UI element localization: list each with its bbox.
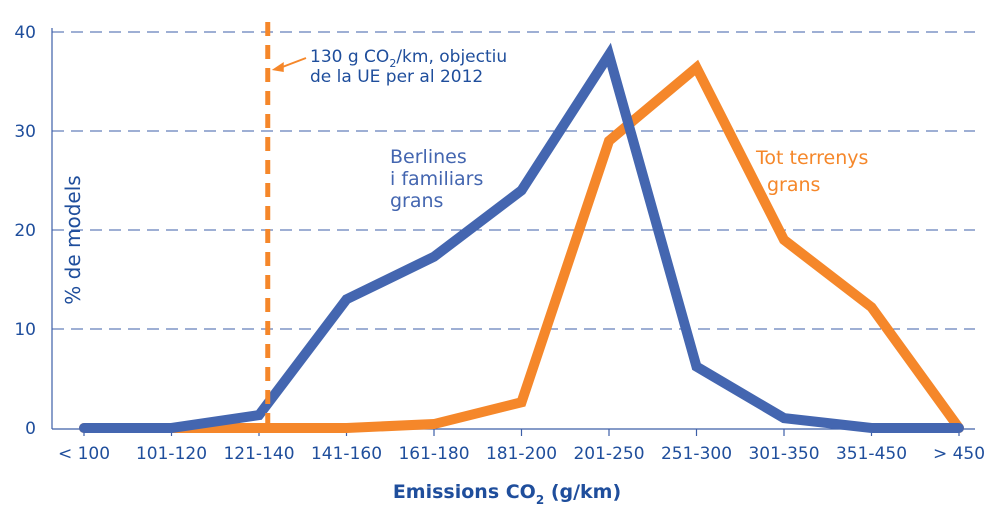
reference-label-line2: de la UE per al 2012 bbox=[310, 67, 483, 87]
y-tick-label: 30 bbox=[14, 122, 36, 142]
y-tick-label: 20 bbox=[14, 221, 36, 241]
x-tick-labels: < 100 101-120 121-140 141-160 161-180 181-200… bbox=[58, 429, 985, 464]
reference-arrow-head bbox=[271, 62, 284, 72]
x-tick-label: 181-200 bbox=[486, 444, 557, 464]
y-tick-label: 0 bbox=[25, 419, 36, 439]
series-label-berlines: i familiars bbox=[390, 168, 483, 190]
reference-arrow-line bbox=[279, 57, 307, 69]
series-line-1 bbox=[79, 59, 964, 433]
x-axis-title-suffix: (g/km) bbox=[544, 481, 621, 503]
x-tick-label: 201-250 bbox=[573, 444, 644, 464]
grid-lines bbox=[51, 28, 975, 430]
x-tick-label: 351-450 bbox=[836, 444, 907, 464]
x-tick-label: 161-180 bbox=[398, 444, 469, 464]
reference-label-line1: 130 g CO2/km, objectiu bbox=[310, 47, 507, 70]
y-tick-labels: 0 10 20 30 40 bbox=[14, 23, 36, 439]
x-tick-label: 301-350 bbox=[748, 444, 819, 464]
series-label-tot-terrenys: Tot terrenys bbox=[755, 147, 868, 169]
y-tick-label: 10 bbox=[14, 320, 36, 340]
x-tick-label: > 450 bbox=[933, 444, 985, 464]
series-line-0 bbox=[79, 42, 964, 433]
series-label-berlines: grans bbox=[390, 190, 443, 212]
x-axis-title: Emissions CO2 (g/km) bbox=[393, 481, 621, 507]
x-axis-title-sub: 2 bbox=[536, 493, 544, 507]
x-tick-label: 121-140 bbox=[223, 444, 294, 464]
x-tick-label: < 100 bbox=[58, 444, 110, 464]
series-label-berlines: Berlines bbox=[390, 146, 467, 168]
x-tick-label: 141-160 bbox=[311, 444, 382, 464]
series-lines bbox=[79, 42, 964, 433]
x-tick-label: 101-120 bbox=[136, 444, 207, 464]
y-tick-label: 40 bbox=[14, 23, 36, 43]
x-tick-label: 251-300 bbox=[661, 444, 732, 464]
y-axis-title: % de models bbox=[61, 175, 85, 304]
x-axis-title-prefix: Emissions CO bbox=[393, 481, 536, 503]
series-label-tot-terrenys: grans bbox=[767, 174, 820, 196]
